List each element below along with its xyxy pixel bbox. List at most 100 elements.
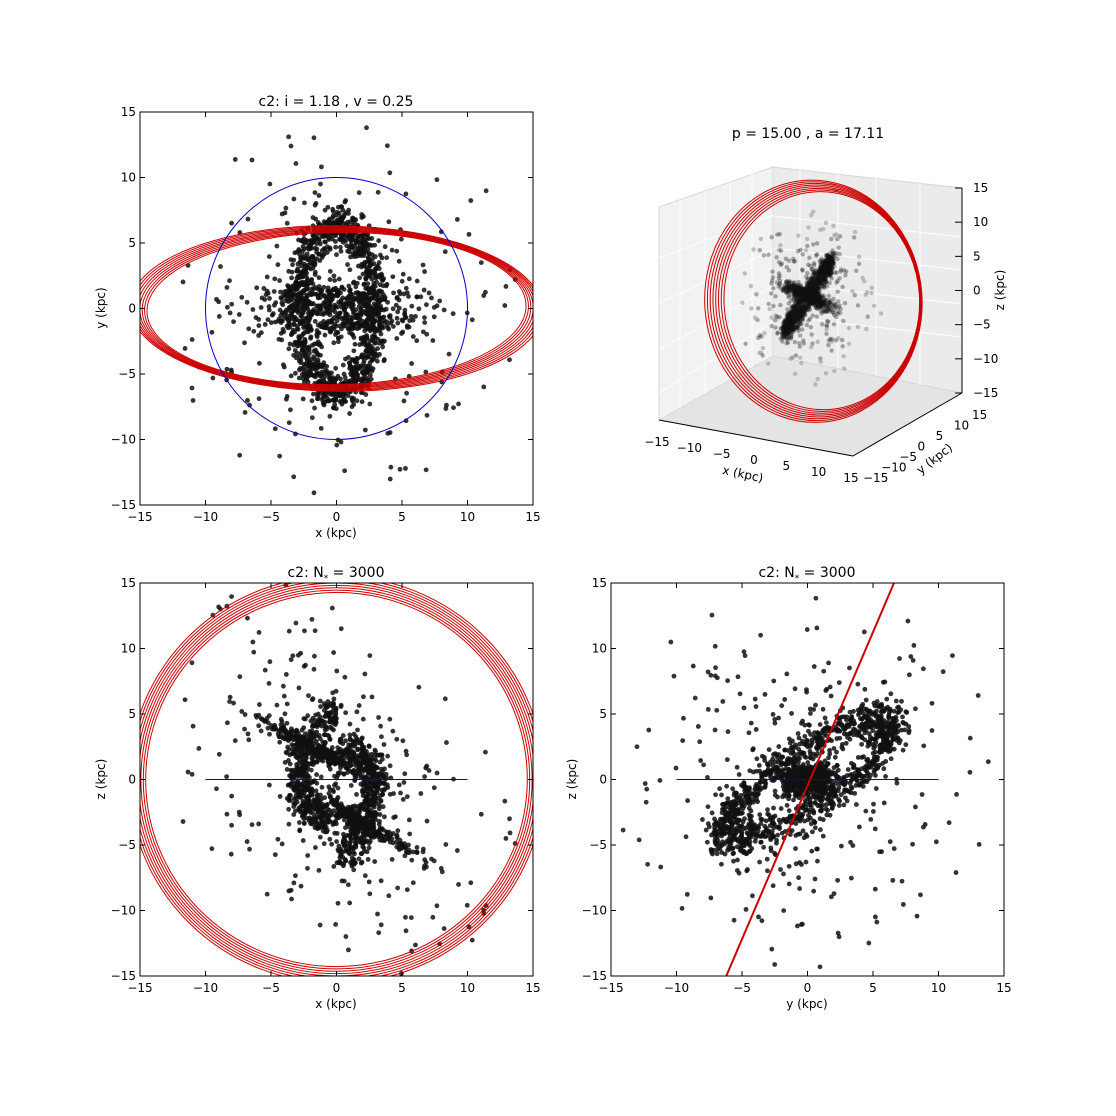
- data-point: [403, 465, 408, 471]
- data-point-3d: [785, 289, 790, 294]
- data-point-3d: [812, 283, 817, 289]
- data-point-3d: [792, 290, 798, 295]
- data-point: [331, 405, 337, 411]
- data-point: [224, 366, 230, 372]
- data-point-3d: [819, 293, 825, 298]
- data-point-3d: [822, 262, 827, 267]
- data-point-3d: [807, 300, 813, 305]
- data-point-3d: [786, 314, 791, 319]
- data-point-3d: [805, 295, 811, 301]
- data-point: [347, 298, 353, 303]
- data-point-3d: [784, 324, 789, 330]
- data-point: [314, 721, 320, 727]
- data-point: [303, 296, 308, 302]
- data-point-3d: [808, 290, 814, 296]
- data-point: [291, 317, 296, 322]
- data-point: [295, 261, 301, 267]
- data-point-3d: [788, 284, 793, 289]
- data-point-3d: [795, 293, 800, 298]
- data-point-3d: [801, 311, 806, 316]
- data-point: [268, 320, 274, 325]
- data-point-3d: [824, 257, 829, 263]
- data-point-3d: [803, 290, 809, 295]
- data-point-3d: [801, 296, 807, 301]
- data-point-3d: [812, 292, 817, 297]
- data-point-3d: [827, 263, 832, 268]
- data-point-3d: [783, 290, 789, 295]
- data-point-3d: [785, 324, 791, 329]
- data-point: [287, 761, 293, 767]
- data-point-3d: [812, 295, 817, 300]
- data-point-3d: [823, 280, 829, 285]
- data-point: [333, 212, 339, 218]
- data-point-3d: [742, 271, 747, 276]
- data-point: [343, 210, 349, 216]
- data-point-3d: [809, 292, 814, 297]
- data-point-3d: [788, 323, 794, 328]
- data-point-3d: [798, 289, 803, 294]
- data-point-3d: [800, 308, 805, 313]
- data-point-3d: [818, 304, 824, 309]
- data-point-3d: [789, 320, 794, 325]
- data-point-3d: [818, 274, 823, 279]
- data-point-3d: [801, 296, 806, 301]
- data-point-3d: [832, 270, 838, 276]
- data-point-3d: [810, 299, 816, 304]
- data-point-3d: [823, 266, 828, 271]
- data-point-3d: [782, 321, 787, 326]
- data-point-3d: [822, 269, 827, 275]
- data-point-3d: [786, 330, 792, 336]
- data-point-3d: [797, 292, 802, 298]
- data-point-3d: [825, 318, 830, 324]
- data-point-3d: [817, 268, 822, 274]
- data-point-3d: [820, 271, 825, 276]
- data-point-3d: [829, 257, 835, 263]
- data-point-3d: [822, 261, 827, 267]
- data-point: [372, 747, 378, 753]
- data-point-3d: [807, 298, 813, 303]
- data-point: [278, 330, 284, 336]
- data-point-3d: [797, 308, 802, 313]
- data-point-3d: [816, 284, 821, 289]
- data-point-3d: [790, 319, 795, 324]
- data-point: [403, 285, 409, 291]
- data-point-3d: [821, 276, 826, 282]
- data-point-3d: [797, 308, 803, 313]
- data-point-3d: [794, 298, 799, 303]
- data-point-3d: [830, 265, 835, 271]
- data-point-3d: [760, 345, 766, 351]
- data-point-3d: [828, 273, 833, 279]
- data-point: [420, 329, 426, 335]
- data-point: [332, 278, 338, 283]
- data-point-3d: [799, 292, 805, 297]
- data-point: [325, 285, 331, 291]
- data-point: [422, 269, 427, 274]
- data-point-3d: [794, 284, 800, 290]
- data-point-3d: [795, 285, 800, 291]
- data-point-3d: [786, 311, 791, 316]
- data-point-3d: [816, 280, 822, 285]
- data-point: [420, 262, 426, 268]
- data-point: [229, 301, 235, 307]
- data-point-3d: [820, 302, 825, 307]
- data-point-3d: [823, 265, 829, 270]
- data-point: [337, 244, 343, 250]
- data-point-3d: [822, 270, 828, 275]
- data-point-3d: [798, 313, 804, 319]
- data-point-3d: [840, 337, 845, 343]
- data-point-3d: [818, 279, 824, 284]
- data-point-3d: [790, 313, 795, 318]
- panel-3d-rings: [704, 179, 923, 423]
- data-point-3d: [798, 318, 803, 324]
- ytick-label-3d: 15: [972, 408, 987, 422]
- data-point-3d: [798, 290, 804, 296]
- data-point-3d: [825, 262, 831, 268]
- data-point-3d: [832, 312, 837, 318]
- data-point-3d: [797, 319, 802, 325]
- data-point-3d: [802, 289, 807, 295]
- data-point-3d: [821, 258, 826, 264]
- data-point-3d: [814, 278, 819, 283]
- data-point-3d: [816, 276, 821, 282]
- data-point-3d: [825, 261, 830, 266]
- data-point: [294, 799, 300, 805]
